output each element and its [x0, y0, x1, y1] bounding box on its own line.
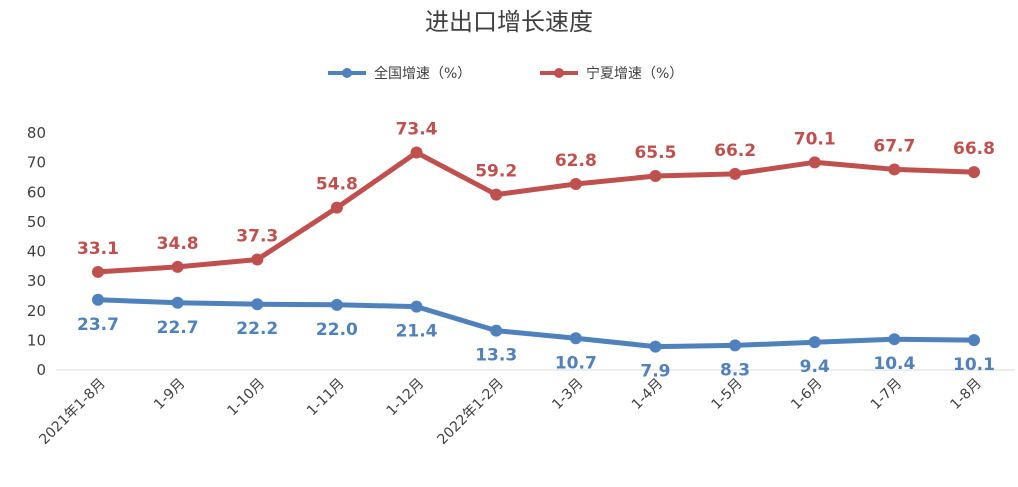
data-label: 9.4 — [800, 357, 830, 377]
legend-item-0: 全国增速（%） — [328, 65, 471, 82]
data-point — [251, 253, 264, 266]
chart-title: 进出口增长速度 — [425, 8, 593, 36]
x-tick-label: 2022年1-2月 — [435, 376, 507, 448]
x-tick-label: 1-10月 — [224, 376, 268, 420]
data-label: 7.9 — [640, 362, 670, 382]
data-point — [92, 293, 104, 306]
data-point — [490, 188, 503, 201]
data-label: 33.1 — [77, 239, 119, 259]
data-label: 54.8 — [316, 175, 358, 195]
data-label: 10.7 — [555, 353, 597, 373]
data-point — [410, 300, 423, 313]
data-point — [968, 334, 980, 347]
data-point — [649, 340, 662, 353]
data-point — [808, 336, 821, 349]
y-tick-label: 10 — [27, 331, 46, 349]
y-tick-label: 50 — [27, 213, 46, 231]
data-label: 37.3 — [236, 226, 278, 246]
data-point — [968, 166, 980, 179]
y-tick-label: 0 — [36, 361, 46, 379]
data-label: 62.8 — [555, 151, 597, 171]
data-label: 22.2 — [236, 319, 278, 339]
data-point — [251, 298, 264, 311]
data-point — [729, 167, 742, 180]
data-label: 10.4 — [873, 354, 915, 374]
data-point — [888, 333, 901, 346]
data-label: 67.7 — [873, 136, 915, 156]
data-point — [490, 324, 503, 337]
data-point — [330, 298, 343, 311]
legend: 全国增速（%） 宁夏增速（%） — [328, 65, 683, 82]
x-tick-label: 1-8月 — [947, 376, 984, 413]
data-point — [171, 296, 184, 309]
data-point — [729, 339, 742, 352]
y-tick-label: 80 — [27, 124, 46, 142]
legend-swatch-marker — [342, 68, 352, 78]
series-line-1 — [95, 150, 977, 275]
x-tick-label: 1-9月 — [151, 376, 188, 413]
data-label: 8.3 — [720, 360, 750, 380]
data-label: 66.8 — [953, 139, 995, 159]
legend-item-1: 宁夏增速（%） — [540, 65, 683, 82]
y-tick-label: 60 — [27, 183, 46, 201]
data-label: 59.2 — [475, 162, 517, 182]
data-label: 66.2 — [714, 141, 756, 161]
data-label: 13.3 — [475, 346, 517, 366]
legend-label: 宁夏增速（%） — [586, 65, 683, 82]
x-tick-label: 1-7月 — [868, 376, 905, 413]
data-labels: 23.7 22.7 22.2 22.0 21.4 13.3 10.7 7.9 8.3 9.4 10.… — [77, 120, 995, 382]
data-label: 21.4 — [396, 322, 438, 342]
y-tick-label: 20 — [27, 302, 46, 320]
x-tick-label: 1-5月 — [709, 376, 746, 413]
legend-label: 全国增速（%） — [374, 65, 471, 82]
data-label: 22.7 — [157, 318, 199, 338]
data-label: 34.8 — [157, 234, 199, 254]
y-tick-label: 70 — [27, 154, 46, 172]
x-tick-label: 1-11月 — [304, 376, 348, 420]
series-points — [92, 146, 980, 353]
y-axis: 0 10 20 30 40 50 60 70 80 — [27, 124, 46, 379]
x-tick-label: 1-6月 — [788, 376, 825, 413]
data-point — [330, 201, 343, 214]
data-point — [569, 177, 582, 190]
data-label: 23.7 — [77, 315, 119, 335]
series-lines — [95, 150, 977, 350]
data-point — [171, 260, 184, 273]
data-point — [569, 332, 582, 345]
data-label: 65.5 — [634, 143, 676, 163]
data-label: 73.4 — [396, 120, 438, 140]
data-point — [649, 169, 662, 182]
x-axis: 2021年1-8月 1-9月 1-10月 1-11月 1-12月 2022年1-2月 1-3… — [36, 369, 1015, 448]
data-point — [808, 156, 821, 169]
x-tick-label: 2021年1-8月 — [36, 376, 108, 448]
data-label: 22.0 — [316, 320, 358, 340]
data-point — [888, 163, 901, 176]
data-point — [410, 146, 423, 159]
legend-swatch-marker — [554, 68, 564, 78]
data-point — [92, 265, 104, 278]
y-tick-label: 30 — [27, 272, 46, 290]
x-tick-label: 1-3月 — [549, 376, 586, 413]
x-tick-label: 1-12月 — [384, 376, 428, 420]
data-label: 10.1 — [953, 355, 995, 375]
series-line-0 — [95, 297, 977, 350]
y-tick-label: 40 — [27, 243, 46, 261]
data-label: 70.1 — [794, 129, 836, 149]
